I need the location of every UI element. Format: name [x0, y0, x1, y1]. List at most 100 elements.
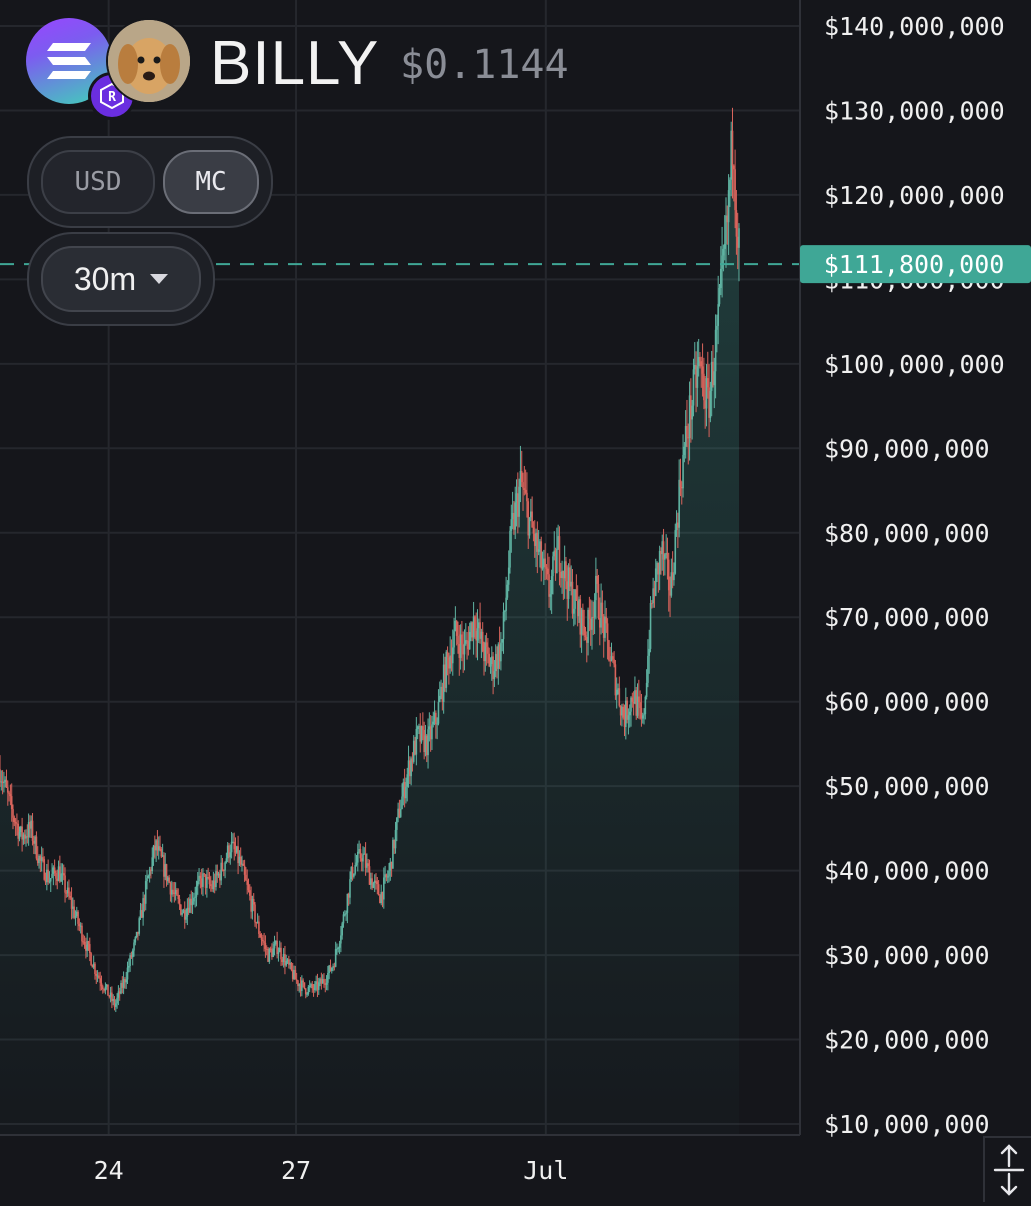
candle-up-body: [134, 937, 137, 943]
candle-up-body: [342, 914, 345, 924]
y-tick-label: $100,000,000: [824, 350, 1005, 379]
candle-up-body: [349, 879, 351, 898]
candle-up-body: [193, 897, 195, 902]
candle-up-body: [135, 931, 138, 938]
y-tick-label: $70,000,000: [824, 603, 990, 632]
usd-toggle-button[interactable]: USD: [41, 150, 155, 214]
candle-up-body: [580, 609, 583, 635]
scale-toggle-button[interactable]: [983, 1136, 1031, 1202]
y-tick-label: $60,000,000: [824, 688, 990, 717]
candle-down-body: [312, 988, 315, 991]
interval-dropdown[interactable]: 30m: [41, 246, 201, 312]
candle-up-body: [399, 809, 402, 817]
candle-down-body: [695, 364, 697, 388]
candle-down-body: [708, 387, 710, 418]
candle-down-body: [265, 948, 268, 950]
y-tick-label: $40,000,000: [824, 857, 990, 886]
candle-up-body: [336, 948, 338, 950]
svg-text:R: R: [108, 90, 116, 105]
candle-down-body: [302, 980, 304, 983]
candle-down-body: [141, 910, 143, 918]
candle-up-body: [519, 470, 522, 487]
candle-down-body: [566, 581, 569, 599]
candle-down-body: [602, 616, 605, 638]
candle-down-body: [533, 533, 536, 546]
candle-up-body: [343, 914, 346, 916]
candle-down-body: [679, 479, 682, 488]
candle-up-body: [370, 878, 372, 885]
swap-vertical-icon: [993, 1144, 1025, 1196]
candle-up-body: [3, 782, 5, 784]
candle-up-body: [392, 839, 394, 869]
mc-toggle-button[interactable]: MC: [163, 150, 259, 214]
candle-down-body: [360, 858, 363, 862]
candle-down-body: [288, 959, 290, 965]
candle-up-body: [49, 878, 52, 882]
candle-down-body: [606, 623, 609, 641]
candle-down-body: [180, 904, 182, 915]
candle-down-body: [475, 630, 477, 641]
candle-up-body: [298, 984, 301, 987]
candle-down-body: [163, 855, 165, 877]
candle-up-body: [424, 735, 427, 753]
candle-up-body: [131, 950, 134, 958]
candle-up-body: [710, 361, 713, 391]
candle-up-body: [537, 549, 540, 552]
candle-down-body: [635, 690, 638, 716]
candle-up-body: [148, 869, 151, 876]
candle-down-body: [304, 988, 307, 995]
candle-up-body: [52, 867, 55, 874]
candle-up-body: [511, 512, 514, 520]
candle-down-body: [558, 536, 561, 572]
candle-down-body: [487, 646, 489, 654]
candle-down-body: [359, 849, 362, 859]
candle-down-body: [571, 581, 574, 614]
candle-up-body: [578, 599, 580, 617]
candle-up-body: [217, 873, 220, 876]
candle-down-body: [662, 541, 665, 560]
candle-down-body: [575, 589, 578, 601]
candle-up-body: [625, 700, 627, 727]
candle-down-body: [706, 378, 709, 388]
candle-down-body: [548, 574, 550, 597]
candle-down-body: [108, 995, 111, 997]
candle-down-body: [43, 859, 46, 880]
candle-down-body: [316, 981, 319, 990]
candle-down-body: [82, 941, 85, 943]
candle-down-body: [704, 400, 706, 409]
candle-up-body: [528, 517, 531, 536]
candle-down-body: [21, 826, 23, 840]
candle-down-body: [299, 984, 302, 991]
candle-down-body: [281, 959, 284, 962]
candle-up-body: [428, 726, 431, 730]
candle-up-body: [327, 972, 329, 983]
candle-up-body: [151, 857, 154, 872]
candle-down-body: [532, 527, 535, 534]
candle-down-body: [262, 939, 264, 942]
candle-down-body: [247, 884, 250, 891]
candle-up-body: [494, 654, 497, 672]
candle-down-body: [496, 654, 498, 669]
candle-down-body: [513, 512, 515, 530]
y-tick-label: $20,000,000: [824, 1026, 990, 1055]
candle-down-body: [527, 501, 530, 536]
candle-down-body: [632, 701, 635, 704]
candle-down-body: [73, 906, 75, 918]
unit-toggle: USD MC: [27, 136, 273, 228]
candle-up-body: [340, 935, 342, 944]
candle-up-body: [438, 695, 441, 703]
candle-down-body: [461, 634, 463, 645]
candle-up-body: [380, 892, 383, 904]
candle-up-body: [549, 594, 552, 597]
candle-down-body: [520, 470, 523, 483]
candle-up-body: [437, 702, 440, 724]
current-value-label: $111,800,000: [824, 250, 1005, 279]
candle-up-body: [552, 556, 554, 577]
candle-down-body: [130, 955, 133, 958]
candle-up-body: [337, 947, 340, 949]
candle-up-body: [729, 179, 731, 191]
candle-up-body: [397, 808, 399, 818]
candle-up-body: [440, 686, 442, 696]
